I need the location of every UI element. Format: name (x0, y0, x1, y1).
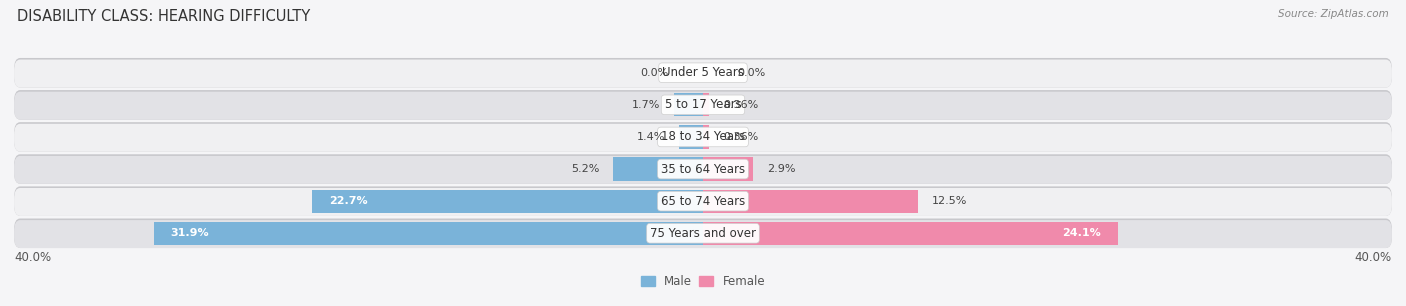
Text: 31.9%: 31.9% (170, 228, 209, 238)
FancyBboxPatch shape (14, 122, 1392, 152)
Text: Under 5 Years: Under 5 Years (662, 66, 744, 79)
Bar (153, 222, 703, 245)
FancyBboxPatch shape (14, 92, 1392, 120)
Bar (613, 158, 703, 181)
Text: 1.4%: 1.4% (637, 132, 665, 142)
FancyBboxPatch shape (14, 220, 1392, 248)
Text: DISABILITY CLASS: HEARING DIFFICULTY: DISABILITY CLASS: HEARING DIFFICULTY (17, 9, 311, 24)
Text: 65 to 74 Years: 65 to 74 Years (661, 195, 745, 208)
Bar (703, 93, 709, 116)
Text: 12.5%: 12.5% (932, 196, 967, 206)
Legend: Male, Female: Male, Female (641, 275, 765, 288)
Text: 40.0%: 40.0% (1355, 251, 1392, 264)
Text: 40.0%: 40.0% (14, 251, 51, 264)
FancyBboxPatch shape (14, 90, 1392, 120)
Text: 5 to 17 Years: 5 to 17 Years (665, 98, 741, 111)
Text: 1.7%: 1.7% (631, 100, 659, 110)
FancyBboxPatch shape (14, 58, 1392, 88)
Text: 0.0%: 0.0% (640, 68, 669, 78)
Text: 5.2%: 5.2% (571, 164, 599, 174)
Text: 0.36%: 0.36% (723, 132, 758, 142)
Bar (312, 190, 703, 213)
Bar (703, 158, 754, 181)
FancyBboxPatch shape (14, 154, 1392, 184)
FancyBboxPatch shape (14, 156, 1392, 184)
FancyBboxPatch shape (14, 60, 1392, 88)
Bar (703, 190, 918, 213)
Text: 0.0%: 0.0% (738, 68, 766, 78)
Bar (673, 93, 703, 116)
Text: 75 Years and over: 75 Years and over (650, 227, 756, 240)
FancyBboxPatch shape (14, 124, 1392, 152)
FancyBboxPatch shape (14, 218, 1392, 248)
Text: 24.1%: 24.1% (1062, 228, 1101, 238)
Bar (703, 125, 709, 148)
Text: 2.9%: 2.9% (766, 164, 796, 174)
Bar (679, 125, 703, 148)
FancyBboxPatch shape (14, 188, 1392, 216)
Text: Source: ZipAtlas.com: Source: ZipAtlas.com (1278, 9, 1389, 19)
Text: 22.7%: 22.7% (329, 196, 368, 206)
FancyBboxPatch shape (14, 186, 1392, 216)
Text: 18 to 34 Years: 18 to 34 Years (661, 130, 745, 144)
Text: 35 to 64 Years: 35 to 64 Years (661, 162, 745, 176)
Text: 0.36%: 0.36% (723, 100, 758, 110)
Bar (703, 222, 1118, 245)
